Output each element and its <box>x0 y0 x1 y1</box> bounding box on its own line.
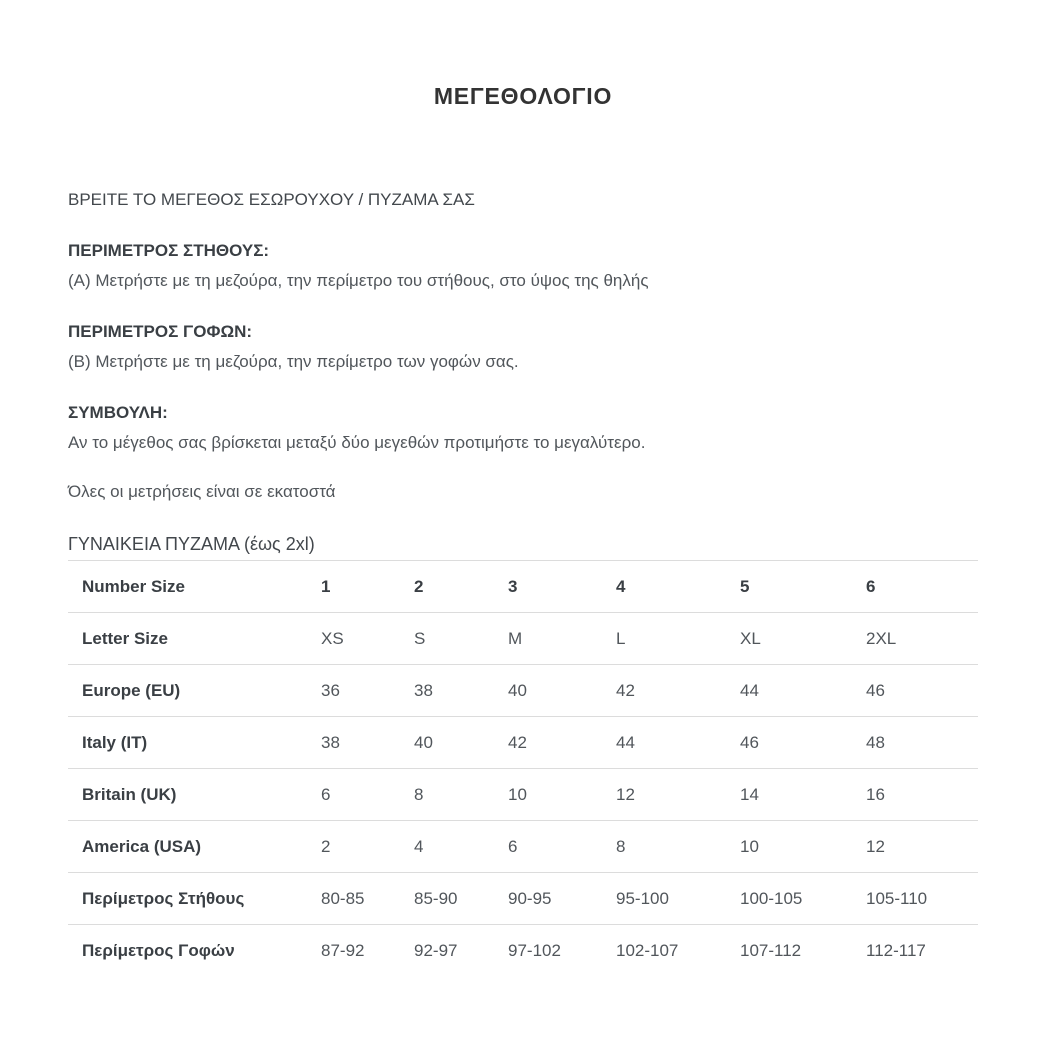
size-cell: L <box>616 628 626 648</box>
size-cell: 2 <box>414 576 424 596</box>
size-cell: 12 <box>616 784 635 804</box>
size-cell: 42 <box>508 732 527 752</box>
size-cell: 44 <box>740 680 759 700</box>
size-cell: 48 <box>866 732 885 752</box>
size-cell: 38 <box>321 732 340 752</box>
size-cell: 14 <box>740 784 759 804</box>
size-cell: 92-97 <box>414 941 458 961</box>
size-cell: 8 <box>616 836 626 856</box>
size-cell: 80-85 <box>321 888 365 908</box>
table-row: Britain (UK) 6 8 10 12 14 16 <box>68 768 978 821</box>
size-cell: M <box>508 628 523 648</box>
size-cell: 40 <box>414 732 433 752</box>
table-row: Περίμετρος Στήθους 80-85 85-90 90-95 95-100 1… <box>68 872 978 925</box>
size-cell: 105-110 <box>866 888 928 908</box>
size-cell: 42 <box>616 680 635 700</box>
size-cell: XL <box>740 628 761 648</box>
row-label: Britain (UK) <box>82 784 177 804</box>
row-label: America (USA) <box>82 836 202 856</box>
section-chest: ΠΕΡΙΜΕΤΡΟΣ ΣΤΗΘΟΥΣ: (A) Μετρήστε με τη μ… <box>68 237 978 294</box>
table-row: Number Size 1 2 3 4 5 6 <box>68 560 978 613</box>
section-hips: ΠΕΡΙΜΕΤΡΟΣ ΓΟΦΩΝ: (B) Μετρήστε με τη μεζ… <box>68 318 978 375</box>
page-title: ΜΕΓΕΘΟΛΟΓΙΟ <box>433 83 613 109</box>
section-chest-body: (A) Μετρήστε με τη μεζούρα, την περίμετρ… <box>68 271 649 291</box>
intro-text: ΒΡΕΙΤΕ ΤΟ ΜΕΓΕΘΟΣ ΕΣΩΡΟΥΧΟΥ / ΠΥΖΑΜΑ ΣΑΣ <box>68 190 475 210</box>
size-cell: 4 <box>616 576 626 596</box>
size-cell: 6 <box>321 784 331 804</box>
table-row: America (USA) 2 4 6 8 10 12 <box>68 820 978 873</box>
section-hips-body: (B) Μετρήστε με τη μεζούρα, την περίμετρ… <box>68 352 519 372</box>
size-cell: 6 <box>508 836 518 856</box>
section-advice-body: Αν το μέγεθος σας βρίσκεται μεταξύ δύο μ… <box>68 433 646 453</box>
section-chest-heading: ΠΕΡΙΜΕΤΡΟΣ ΣΤΗΘΟΥΣ: <box>68 241 270 261</box>
size-cell: 40 <box>508 680 527 700</box>
table-row: Europe (EU) 36 38 40 42 44 46 <box>68 664 978 717</box>
size-cell: XS <box>321 628 344 648</box>
size-cell: 46 <box>740 732 759 752</box>
size-cell: 2 <box>321 836 331 856</box>
size-cell: 36 <box>321 680 340 700</box>
size-cell: 6 <box>866 576 876 596</box>
row-label: Europe (EU) <box>82 680 181 700</box>
table-row: Περίμετρος Γοφών 87-92 92-97 97-102 102-107 1… <box>68 924 978 977</box>
size-cell: 107-112 <box>740 941 802 961</box>
size-cell: 112-117 <box>866 941 926 961</box>
size-cell: 4 <box>414 836 424 856</box>
size-cell: 12 <box>866 836 885 856</box>
size-cell: 8 <box>414 784 424 804</box>
table-row: Italy (IT) 38 40 42 44 46 48 <box>68 716 978 769</box>
size-cell: 10 <box>508 784 527 804</box>
measurements-note: Όλες οι μετρήσεις είναι σε εκατοστά <box>68 482 336 502</box>
size-cell: 100-105 <box>740 888 803 908</box>
size-cell: 2XL <box>866 628 897 648</box>
size-cell: 95-100 <box>616 888 669 908</box>
size-cell: S <box>414 628 426 648</box>
size-conversion-table: Number Size 1 2 3 4 5 6 Letter Size XS S M L XL 2XL Eu… <box>68 560 978 977</box>
section-advice-heading: ΣΥΜΒΟΥΛΗ: <box>68 403 168 423</box>
row-label: Italy (IT) <box>82 732 148 752</box>
size-cell: 102-107 <box>616 941 679 961</box>
size-cell: 90-95 <box>508 888 552 908</box>
size-cell: 85-90 <box>414 888 458 908</box>
size-cell: 5 <box>740 576 750 596</box>
row-label: Number Size <box>82 576 185 596</box>
section-advice: ΣΥΜΒΟΥΛΗ: Αν το μέγεθος σας βρίσκεται με… <box>68 399 978 456</box>
row-label: Letter Size <box>82 628 168 648</box>
size-cell: 16 <box>866 784 885 804</box>
size-cell: 87-92 <box>321 941 365 961</box>
size-cell: 10 <box>740 836 759 856</box>
table-row: Letter Size XS S M L XL 2XL <box>68 612 978 665</box>
size-cell: 3 <box>508 576 518 596</box>
size-cell: 97-102 <box>508 941 561 961</box>
section-hips-heading: ΠΕΡΙΜΕΤΡΟΣ ΓΟΦΩΝ: <box>68 322 253 342</box>
row-label: Περίμετρος Γοφών <box>82 941 235 961</box>
size-cell: 46 <box>866 680 885 700</box>
size-cell: 38 <box>414 680 433 700</box>
size-table-title: ΓΥΝΑΙΚΕΙΑ ΠΥΖΑΜΑ (έως 2xl) <box>68 534 315 555</box>
size-cell: 44 <box>616 732 635 752</box>
row-label: Περίμετρος Στήθους <box>82 888 245 908</box>
size-cell: 1 <box>321 576 331 596</box>
